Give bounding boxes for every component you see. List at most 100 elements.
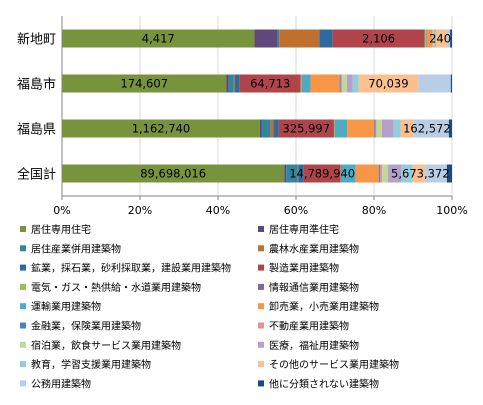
bar-segment	[303, 164, 341, 183]
bar-segment	[358, 74, 419, 93]
bar-segment	[62, 119, 260, 138]
legend-item: 鉱業，採石業，砂利採取業，建設業用建築物	[20, 262, 231, 275]
bar-segment	[279, 29, 320, 48]
legend-item: 居住専用住宅	[20, 223, 91, 236]
bar-segment	[228, 74, 234, 93]
bar-segment	[450, 74, 452, 93]
bar-segment	[448, 119, 452, 138]
legend-item: 電気・ガス・熱供給・水道業用建築物	[20, 281, 201, 294]
legend-label: 卸売業，小売業用建築物	[269, 300, 379, 313]
bar-segment	[62, 164, 285, 183]
x-tick-label: 40%	[206, 204, 230, 217]
legend-label: 運輸業用建築物	[31, 300, 101, 313]
bar-segment	[436, 29, 448, 48]
legend-label: 鉱業，採石業，砂利採取業，建設業用建築物	[31, 262, 231, 275]
bar-segment	[355, 164, 380, 183]
legend-label: 宿泊業，飲食サービス業用建築物	[31, 339, 181, 352]
bar-segment	[332, 29, 425, 48]
bar-segment	[226, 74, 229, 93]
data-label: 64,713	[250, 77, 290, 91]
data-label: 4,417	[142, 32, 175, 46]
bar-segment	[254, 29, 278, 48]
data-label: 1,162,740	[132, 122, 191, 136]
bar-segment	[347, 74, 353, 93]
bar-segment	[297, 164, 299, 183]
legend-swatch	[20, 264, 26, 271]
legend-label: 居住専用準住宅	[269, 223, 339, 236]
legend-swatch	[258, 283, 264, 290]
legend-swatch	[20, 380, 26, 387]
bar-segment	[400, 119, 414, 138]
bar-segment	[340, 164, 342, 183]
legend-item: 居住産業併用建築物	[20, 242, 121, 255]
bar-segment	[341, 164, 343, 183]
bar-segment	[379, 164, 381, 183]
bar-segment	[380, 164, 383, 183]
bar-segment	[388, 164, 402, 183]
bar-segment	[382, 164, 389, 183]
legend-swatch	[20, 341, 26, 348]
legend-label: 農林水産業用建築物	[269, 242, 359, 255]
bar-segment	[446, 164, 452, 183]
bar-segment	[310, 74, 340, 93]
bar-segment	[298, 164, 304, 183]
data-label: 240	[429, 32, 451, 46]
bar-segment	[339, 74, 341, 93]
bar-segment	[381, 119, 394, 138]
legend-swatch	[20, 303, 26, 310]
legend-label: 医療，福祉用建築物	[269, 339, 359, 352]
bar-segment	[432, 29, 435, 48]
bar-segment	[352, 74, 359, 93]
legend-label: 不動産業用建築物	[269, 320, 349, 333]
bar-segment	[434, 29, 436, 48]
data-label: 325,997	[283, 122, 331, 136]
bar-segment	[412, 164, 426, 183]
legend-swatch	[20, 361, 26, 368]
legend-item: 教育，学習支援業用建築物	[20, 358, 151, 371]
bar-stacks	[62, 29, 452, 183]
bar-segment	[418, 74, 451, 93]
bar-segment	[347, 119, 375, 138]
legend-item: 情報通信業用建築物	[258, 281, 359, 294]
bar-segment	[342, 164, 356, 183]
bar-segment	[233, 74, 236, 93]
legend-label: 電気・ガス・熱供給・水道業用建築物	[31, 281, 201, 294]
data-label: 174,607	[120, 77, 168, 91]
bar-segment	[413, 119, 449, 138]
x-tick-label: 80%	[362, 204, 386, 217]
data-label: 70,039	[368, 77, 408, 91]
bar-segment	[376, 119, 382, 138]
legend-item: 医療，福祉用建築物	[258, 339, 359, 352]
legend-label: 教育，学習支援業用建築物	[31, 358, 151, 371]
legend-swatch	[258, 341, 264, 348]
bar-segment	[435, 29, 437, 48]
legend-swatch	[258, 322, 264, 329]
x-tick-label: 0%	[53, 204, 70, 217]
bar-segment	[62, 29, 255, 48]
bar-segment	[273, 119, 279, 138]
legend-swatch	[20, 283, 26, 290]
legend-label: 情報通信業用建築物	[269, 281, 359, 294]
bar-segment	[261, 119, 271, 138]
legend-item: 宿泊業，飲食サービス業用建築物	[20, 339, 181, 352]
bar-segment	[401, 164, 413, 183]
x-tick-label: 100%	[436, 204, 467, 217]
bar-segment	[235, 74, 240, 93]
data-label: 5,673,372	[391, 167, 450, 181]
bar-segment	[319, 29, 333, 48]
bar-segment	[425, 164, 447, 183]
legend-swatch	[258, 303, 264, 310]
legend-swatch	[258, 361, 264, 368]
bar-segment	[302, 74, 311, 93]
data-label: 162,572	[403, 122, 451, 136]
bar-segment	[374, 119, 376, 138]
legend-label: 製造業用建築物	[269, 262, 339, 275]
bar-segment	[447, 29, 451, 48]
legend-label: 金融業，保険業用建築物	[31, 320, 141, 333]
data-labels: 4,417 2,106 240 174,607 64,713 70,039 1,162,74…	[120, 32, 451, 181]
bar-segment	[333, 119, 336, 138]
bar-segment	[301, 74, 303, 93]
legend-label: 他に分類されない建築物	[269, 377, 379, 390]
legend-swatch	[258, 380, 264, 387]
